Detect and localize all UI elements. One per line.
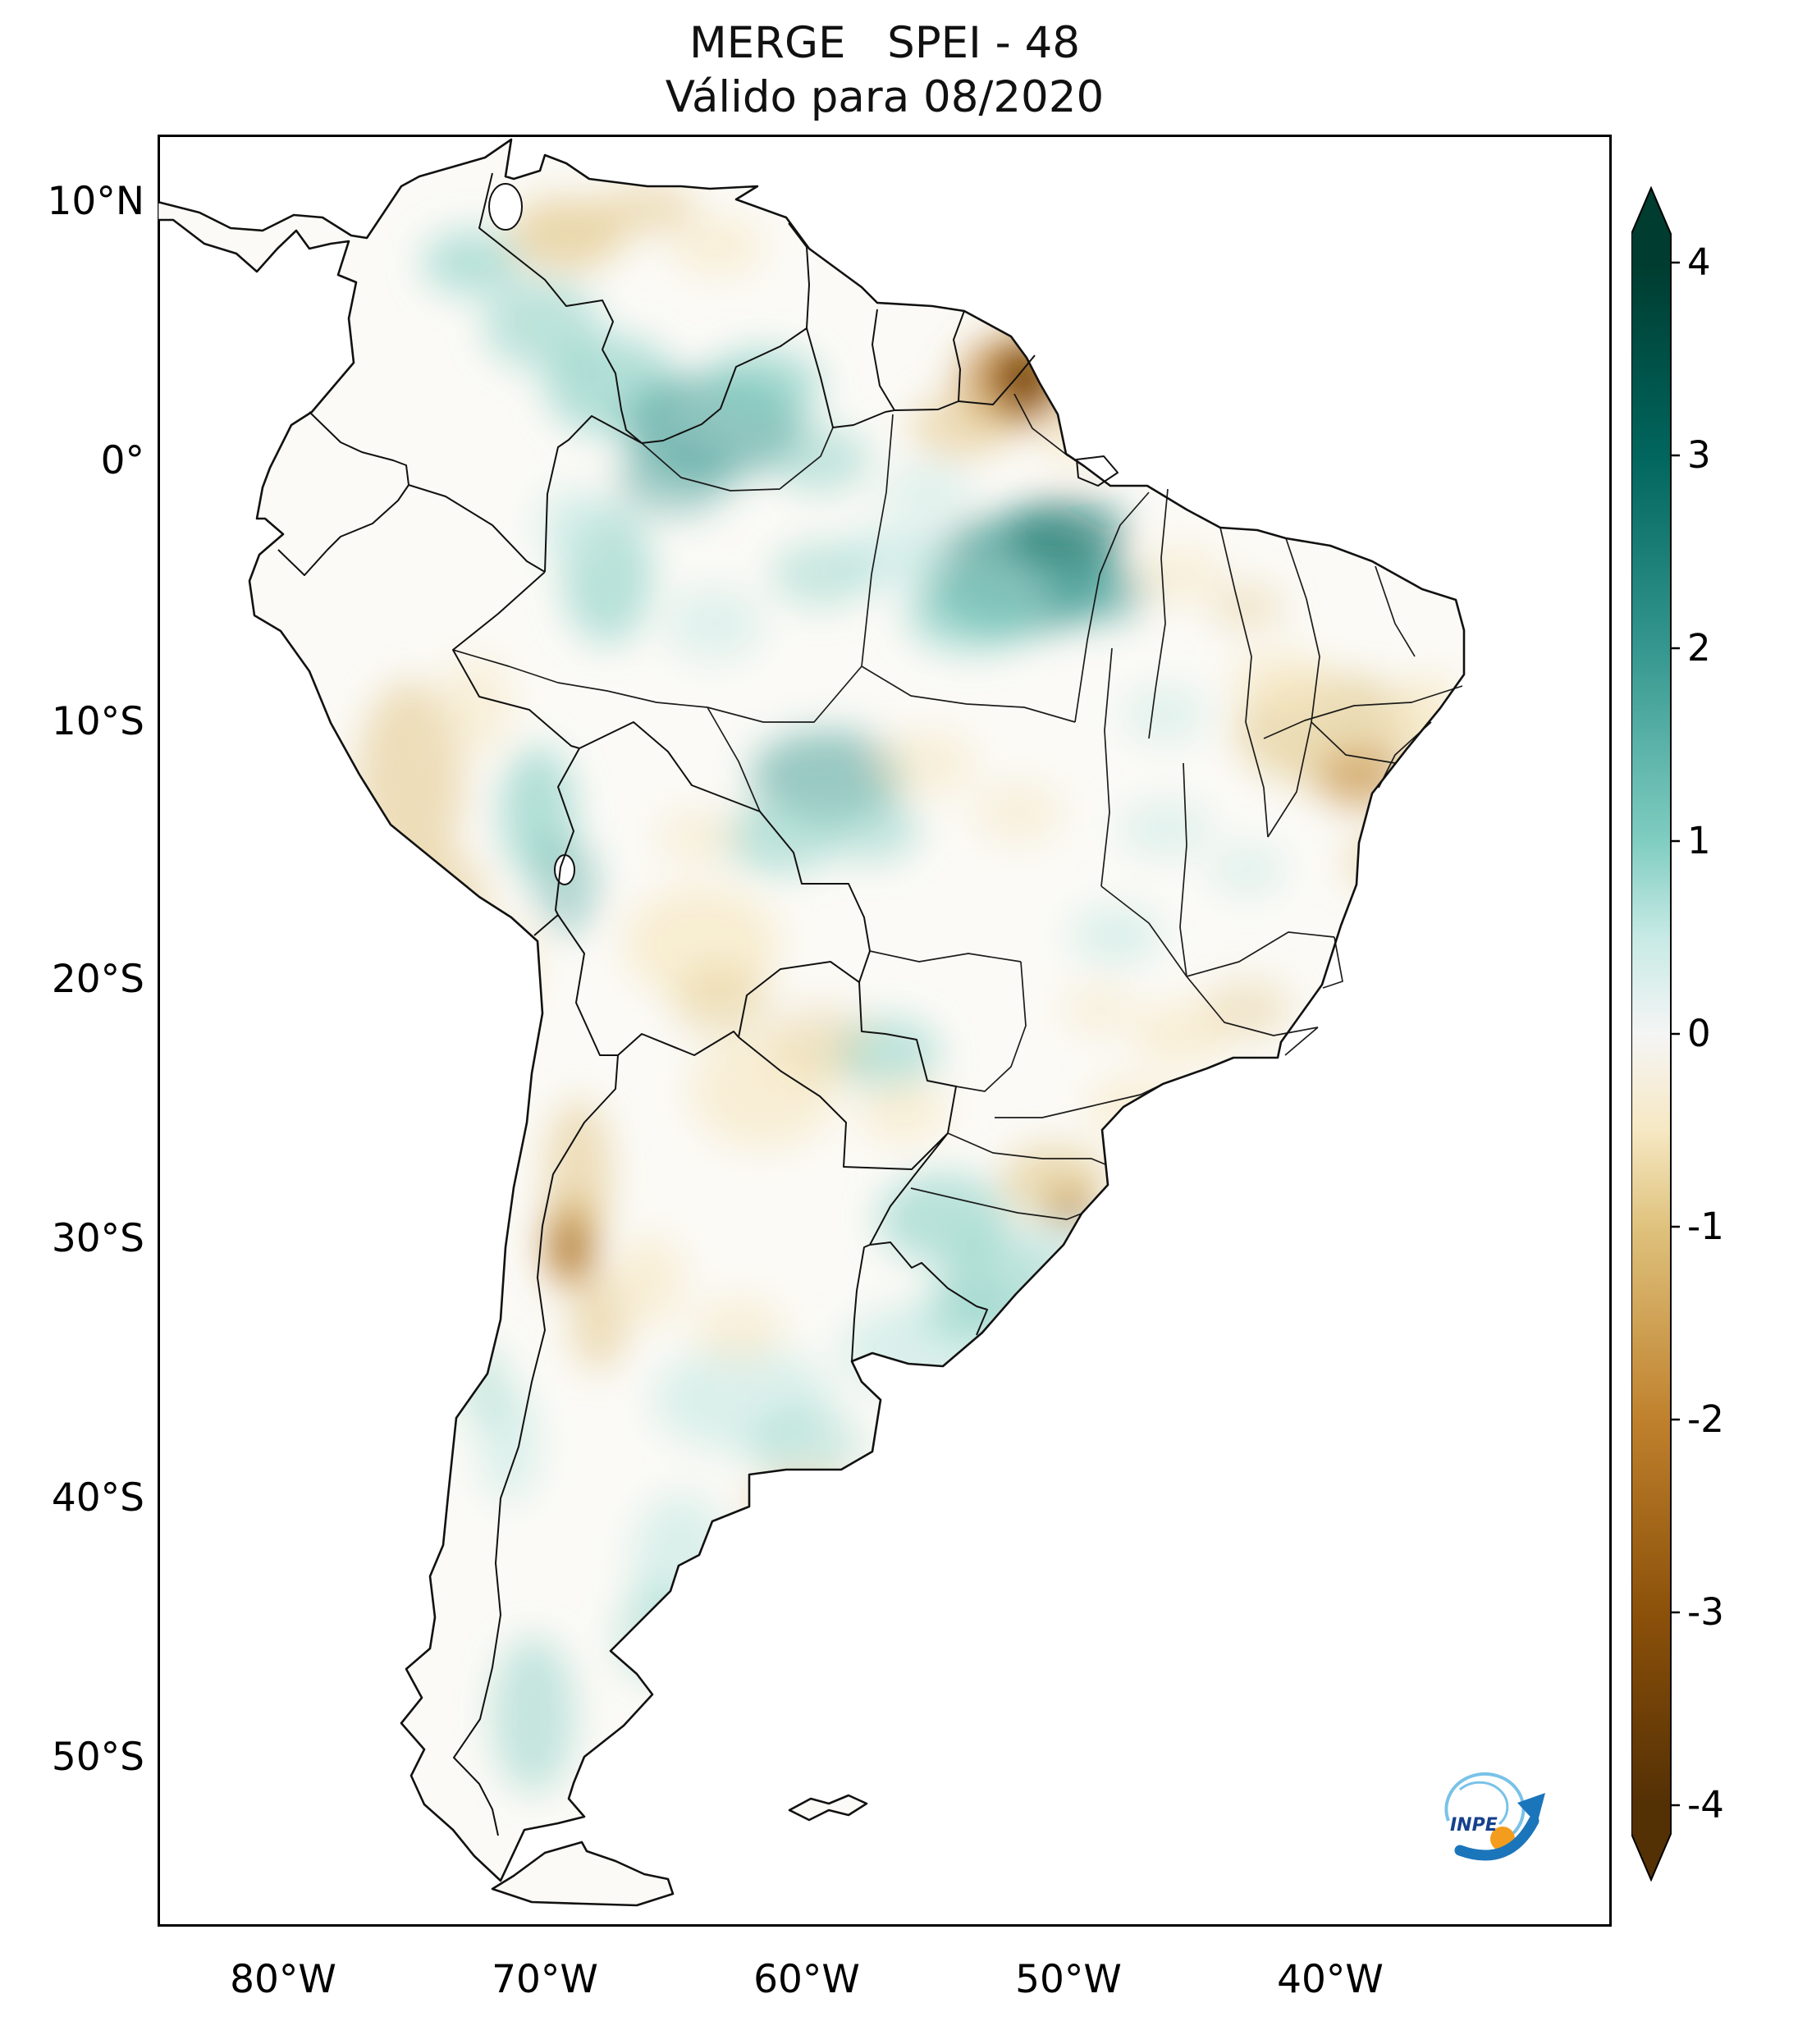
y-tick-label: 10°N [47,179,144,224]
colorbar-gradient [1631,186,1672,1882]
colorbar-tick-label: 4 [1687,240,1711,284]
inpe-logo-text: INPE [1450,1815,1498,1836]
map-plot-area [158,135,1612,1927]
country-borders [277,172,1036,1836]
y-tick-label: 30°S [51,1216,144,1261]
figure-subtitle: Válido para 08/2020 [665,72,1105,123]
lake-maracaibo [488,183,523,231]
wet-anomaly-blobs [423,230,1284,1793]
y-tick-label: 0° [100,438,144,483]
y-tick-label: 20°S [51,957,144,1002]
x-tick-label: 80°W [230,1957,336,2002]
y-tick-label: 40°S [51,1475,144,1520]
colorbar-tick-label: -3 [1687,1590,1724,1634]
x-tick-label: 60°W [753,1957,860,2002]
inpe-logo: INPE [1444,1772,1545,1861]
colorbar [1631,186,1680,1882]
colorbar-tick-label: -1 [1687,1205,1724,1248]
marajo-island [1076,455,1119,487]
figure-title: MERGE SPEI - 48 [689,18,1081,68]
colorbar-tick-label: -2 [1687,1397,1724,1441]
colorbar-ticks [1671,261,1680,1807]
x-tick-label: 50°W [1015,1957,1122,2002]
x-tick-label: 70°W [492,1957,598,2002]
x-tick-label: 40°W [1277,1957,1384,2002]
falkland-islands [788,1794,868,1822]
inpe-logo-arrowhead [1517,1793,1545,1824]
y-tick-label: 10°S [51,699,144,744]
inpe-logo-arrow [1454,1815,1540,1861]
spei-field [158,139,1464,1905]
tierra-del-fuego [491,1841,675,1907]
colorbar-tick-label: -4 [1687,1783,1724,1827]
coastline [158,138,1466,1907]
figure-title-block: MERGE SPEI - 48 Válido para 08/2020 [158,16,1612,126]
colorbar-tick-label: 1 [1687,819,1711,862]
colorbar-tick-label: 3 [1687,433,1711,477]
colorbar-tick-label: 0 [1687,1012,1711,1055]
y-tick-label: 50°S [51,1735,144,1780]
state-borders [452,393,1463,1220]
south-america-map [158,138,1466,1907]
colorbar-tick-label: 2 [1687,626,1711,670]
lake-titicaca [554,854,575,885]
